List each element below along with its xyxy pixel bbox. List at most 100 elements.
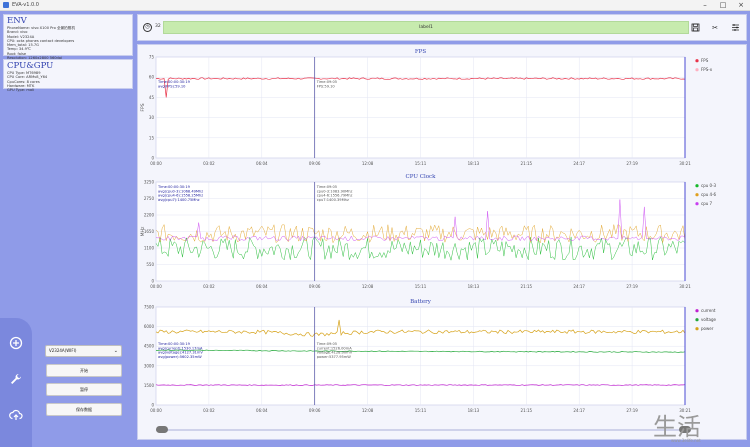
info-a-fps: avg(FPS):59.10: [158, 84, 186, 88]
chevron-down-icon: ⌄: [113, 348, 118, 354]
y-tick-fps: 15: [149, 135, 155, 140]
legend-marker-fps: [695, 68, 699, 72]
x-tick-fps: 09:06: [309, 161, 321, 166]
y-tick-battery: 4500: [144, 344, 155, 349]
x-tick-fps: 27:19: [626, 161, 638, 166]
legend-label-battery: voltage: [701, 317, 716, 322]
x-tick-cpu: 24:17: [573, 284, 585, 289]
y-tick-fps: 45: [149, 95, 155, 100]
legend-label-battery: current: [701, 308, 716, 313]
legend-marker-battery: [695, 327, 699, 331]
x-tick-fps: 12:08: [362, 161, 374, 166]
device-info-title: ENV: [7, 16, 27, 26]
legend-marker-cpu: [695, 202, 699, 206]
info-a-battery: Time:00:00:30:19: [157, 342, 191, 346]
x-tick-fps: 30:21: [679, 161, 691, 166]
x-tick-battery: 27:19: [626, 408, 638, 413]
info-b-fps: Time:09:05: [316, 80, 337, 84]
series-line-fps-0: [155, 77, 686, 98]
x-tick-battery: 09:06: [309, 408, 321, 413]
save-icon[interactable]: [690, 23, 700, 33]
legend-marker-cpu: [695, 184, 699, 188]
chart-title-cpu: CPU Clock: [406, 174, 437, 180]
info-b-battery: power:5377.95mW: [317, 355, 352, 359]
x-tick-fps: 03:02: [203, 161, 215, 166]
title-bar: EVA-v1.0.0 – □ ×: [0, 0, 750, 11]
info-a-cpu: Time:00:00:30:19: [157, 185, 191, 189]
x-tick-battery: 30:21: [679, 408, 691, 413]
minimize-button[interactable]: –: [703, 1, 707, 9]
x-tick-cpu: 18:13: [468, 284, 480, 289]
device-select[interactable]: V2324A(WIFI) ⌄: [45, 345, 122, 357]
y-tick-fps: 60: [149, 75, 155, 80]
timeline-slider-handle-end: [679, 426, 691, 433]
x-tick-battery: 15:11: [415, 408, 427, 413]
legend-marker-battery: [695, 309, 699, 313]
upload-icon[interactable]: [9, 408, 23, 422]
series-line-battery-2: [155, 319, 686, 337]
wrench-icon[interactable]: [9, 372, 23, 386]
y-tick-cpu: 1100: [144, 246, 155, 251]
counter-value: 32: [155, 24, 161, 29]
y-tick-battery: 0: [151, 403, 154, 408]
scissors-icon[interactable]: ✂: [712, 24, 718, 32]
info-a-fps: Time:00:00:30:19: [157, 80, 191, 84]
device-info-panel: ENV PhoneName: vivo X100 Pro 全景拍照机 Brand…: [3, 14, 133, 60]
x-tick-battery: 12:08: [362, 408, 374, 413]
device-info-line: Resolution: 1260x2800 560dpi: [4, 56, 132, 60]
tool-rail: [0, 318, 32, 447]
x-tick-cpu: 09:06: [309, 284, 321, 289]
cpu-info-line: CPU Type: MT6989: [7, 71, 41, 75]
start-button[interactable]: 开始: [46, 364, 122, 377]
x-tick-fps: 00:00: [150, 161, 162, 166]
legend-marker-cpu: [695, 193, 699, 197]
save-data-button[interactable]: 保存数据: [46, 403, 122, 416]
legend-label-battery: power: [701, 326, 714, 331]
chart-title-battery: Battery: [410, 299, 432, 305]
device-info-line: PhoneName: vivo X100 Pro 全景拍照机: [7, 26, 75, 30]
legend-label-cpu: cpu 7: [701, 201, 713, 206]
x-tick-fps: 24:17: [573, 161, 585, 166]
series-line-battery-0: [155, 384, 686, 386]
device-info-line: Brand: vivo: [7, 30, 28, 35]
x-tick-fps: 21:15: [521, 161, 533, 166]
info-b-fps: FPS:59.10: [317, 84, 336, 88]
cpu-info-line: Hardware: MTK: [7, 83, 35, 88]
x-tick-cpu: 15:11: [415, 284, 427, 289]
x-tick-cpu: 12:08: [362, 284, 374, 289]
y-tick-cpu: 1650: [144, 229, 155, 234]
y-tick-cpu: 2200: [144, 213, 155, 218]
device-info-line: Root: false: [7, 51, 27, 56]
status-label: label1: [163, 21, 689, 34]
watermark-logo: 生活: [653, 413, 701, 441]
info-a-battery: avg(power):5602.35mW: [158, 355, 202, 359]
clock-icon[interactable]: ◷: [143, 23, 152, 32]
x-tick-fps: 15:11: [415, 161, 427, 166]
device-info-line: Mem_total: 15.7G: [7, 43, 39, 48]
maximize-button[interactable]: □: [719, 1, 727, 9]
pause-button[interactable]: 暂停: [46, 383, 122, 396]
cpu-gpu-panel: CPU&GPU CPU Type: MT6989 CPU Core: ARMv8…: [3, 59, 133, 92]
info-a-cpu: avg(cpu4-6):1558.25Mhz: [158, 194, 203, 198]
legend-marker-battery: [695, 318, 699, 322]
x-tick-fps: 18:13: [468, 161, 480, 166]
charts-canvas: FPS 0 15 30 45 60 75 00:00 03:02 06:04 09:06 12:08 1…: [140, 49, 717, 433]
info-a-battery: avg(current):1530.17mA: [158, 346, 203, 350]
y-tick-battery: 1500: [144, 383, 155, 388]
info-a-cpu: avg(cpu7):1400.75Mhz: [158, 198, 200, 202]
sliders-icon[interactable]: [730, 23, 740, 33]
x-tick-battery: 03:02: [203, 408, 215, 413]
close-button[interactable]: ×: [738, 1, 744, 9]
info-b-cpu: Time:09:05: [316, 185, 337, 189]
info-b-battery: Time:09:05: [316, 342, 337, 346]
chart-title-fps: FPS: [415, 49, 427, 55]
plus-circle-icon[interactable]: [9, 336, 23, 350]
x-tick-fps: 06:04: [256, 161, 268, 166]
timeline-slider-handle-start: [156, 426, 168, 433]
y-tick-fps: 30: [149, 115, 155, 120]
chart-area: FPS 0 15 30 45 60 75 00:00 03:02 06:04 09:06 12:08 1…: [137, 44, 747, 440]
device-info-line: Model: V2324A: [7, 34, 35, 39]
info-b-cpu: cpu7:1400.39Mhz: [317, 198, 349, 202]
y-tick-cpu: 3250: [144, 180, 155, 185]
toolbar: ◷ 32 label1 ✂: [137, 14, 747, 41]
